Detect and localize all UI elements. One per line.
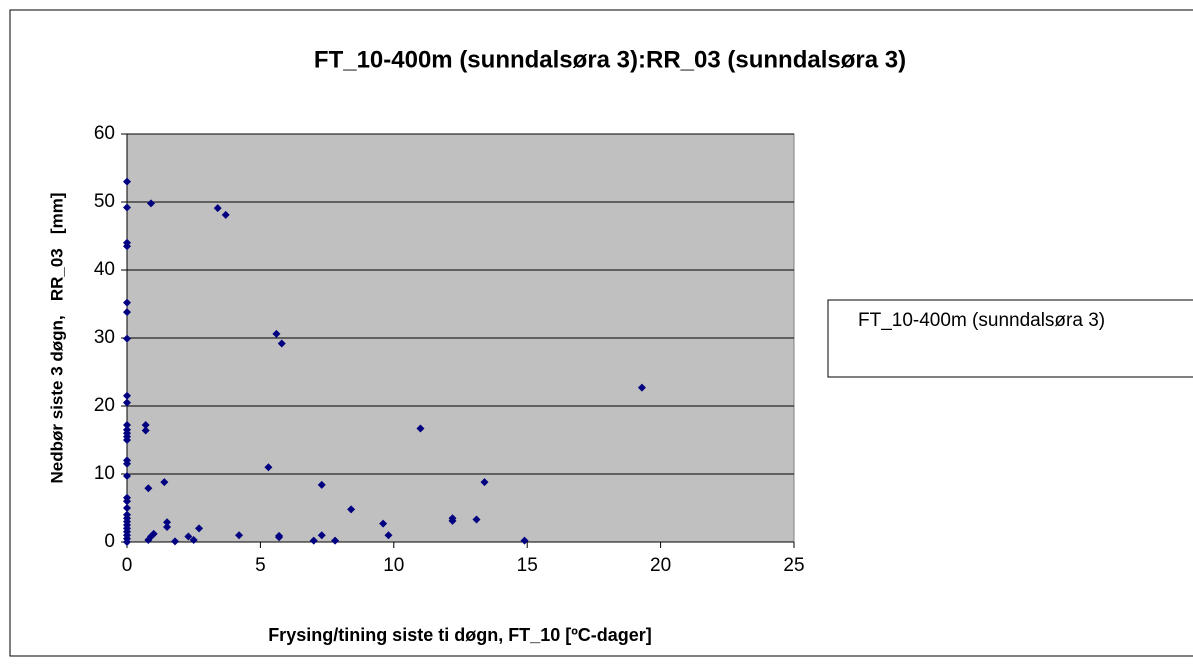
y-tick-label: 60: [94, 123, 115, 144]
point: [123, 504, 131, 512]
point: [123, 334, 131, 343]
chart-title: FT_10-400m (sunndalsøra 3):RR_03 (sunnda…: [314, 46, 906, 73]
point: [235, 531, 244, 540]
point: [123, 459, 131, 468]
point: [480, 478, 489, 487]
point: [123, 308, 131, 317]
point: [123, 391, 131, 400]
point: [163, 523, 172, 532]
point: [331, 536, 340, 545]
point: [123, 472, 131, 481]
point: [195, 524, 204, 533]
point: [160, 478, 169, 487]
point: [123, 538, 131, 546]
point: [317, 480, 326, 489]
point: [448, 516, 457, 525]
point: [317, 531, 326, 540]
point: [141, 426, 150, 435]
point: [384, 531, 393, 540]
point: [144, 484, 153, 493]
point: [123, 298, 131, 307]
point: [141, 421, 150, 430]
point: [123, 398, 131, 407]
point: [221, 210, 230, 219]
point: [171, 537, 180, 546]
x-tick-label: 25: [783, 555, 804, 576]
x-axis-label: Frysing/tining siste ti døgn, FT_10 [ºC-…: [268, 625, 652, 645]
legend-box: [827, 299, 1193, 378]
point: [123, 203, 131, 212]
legend-text-box: FT_10-400m (sunndalsøra 3): [858, 310, 1106, 331]
point: [123, 436, 131, 444]
point: [347, 505, 356, 514]
y-tick-label: 20: [94, 395, 115, 416]
point: [123, 497, 131, 506]
point: [272, 329, 281, 338]
point: [213, 204, 222, 213]
x-tick-label: 0: [122, 555, 133, 576]
point: [163, 518, 172, 527]
point: [184, 532, 193, 541]
x-tick-label: 5: [255, 555, 266, 576]
point: [147, 199, 156, 208]
y-tick-label: 40: [94, 259, 115, 280]
point: [379, 519, 388, 528]
point: [472, 515, 481, 524]
point: [309, 536, 318, 545]
y-axis-label: Nedbør siste 3 døgn, RR_03 [mm]: [47, 193, 66, 484]
point: [637, 383, 646, 392]
point: [123, 421, 131, 430]
y-tick-label: 30: [94, 327, 115, 348]
x-tick-label: 15: [517, 555, 538, 576]
y-tick-label: 10: [94, 463, 115, 484]
x-tick-label: 20: [650, 555, 671, 576]
point: [123, 177, 131, 186]
y-tick-label: 50: [94, 191, 115, 212]
point: [189, 535, 198, 544]
point: [123, 242, 131, 251]
point: [264, 463, 273, 472]
legend-label: FT_10-400m (sunndalsøra 3): [858, 310, 1106, 331]
point: [277, 339, 286, 348]
point: [275, 533, 284, 542]
y-tick-label: 0: [104, 531, 115, 552]
x-tick-label: 10: [383, 555, 404, 576]
point: [144, 535, 153, 544]
point: [416, 424, 425, 433]
point: [520, 536, 529, 545]
